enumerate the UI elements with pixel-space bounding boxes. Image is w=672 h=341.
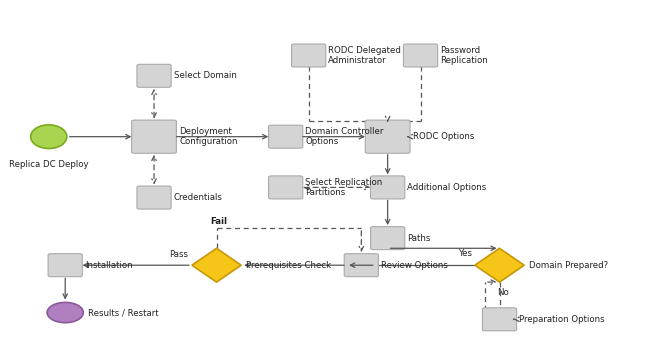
FancyBboxPatch shape (344, 254, 378, 277)
Text: RODC Options: RODC Options (413, 132, 474, 141)
Text: Fail: Fail (210, 217, 227, 226)
FancyBboxPatch shape (48, 254, 82, 277)
Text: Preparation Options: Preparation Options (519, 315, 605, 324)
Text: Additional Options: Additional Options (407, 183, 487, 192)
Text: Password
Replication: Password Replication (440, 46, 488, 65)
FancyBboxPatch shape (137, 64, 171, 87)
Text: Domain Controller
Options: Domain Controller Options (305, 127, 384, 146)
FancyBboxPatch shape (132, 120, 177, 153)
Text: Pass: Pass (169, 250, 189, 259)
Text: Prerequisites Check: Prerequisites Check (246, 261, 331, 270)
Text: Yes: Yes (459, 249, 473, 258)
FancyBboxPatch shape (370, 227, 405, 250)
Text: No: No (497, 288, 509, 297)
Text: Results / Restart: Results / Restart (88, 308, 159, 317)
Text: Replica DC Deploy: Replica DC Deploy (9, 160, 89, 169)
Polygon shape (192, 248, 241, 282)
FancyBboxPatch shape (269, 125, 303, 148)
Text: Domain Prepared?: Domain Prepared? (529, 261, 608, 270)
FancyBboxPatch shape (403, 44, 437, 67)
Text: Select Replication
Partitions: Select Replication Partitions (305, 178, 382, 197)
FancyBboxPatch shape (370, 176, 405, 199)
Text: Deployment
Configuration: Deployment Configuration (179, 127, 237, 146)
FancyBboxPatch shape (292, 44, 326, 67)
Text: Paths: Paths (407, 234, 431, 243)
Polygon shape (475, 248, 524, 282)
Text: Credentials: Credentials (174, 193, 222, 202)
FancyBboxPatch shape (137, 186, 171, 209)
Text: RODC Delegated
Administrator: RODC Delegated Administrator (329, 46, 401, 65)
FancyBboxPatch shape (366, 120, 410, 153)
Ellipse shape (47, 302, 83, 323)
Text: Select Domain: Select Domain (174, 71, 237, 80)
FancyBboxPatch shape (482, 308, 517, 331)
FancyBboxPatch shape (269, 176, 303, 199)
Text: Review Options: Review Options (381, 261, 448, 270)
Ellipse shape (31, 125, 67, 149)
Text: Installation: Installation (85, 261, 132, 270)
